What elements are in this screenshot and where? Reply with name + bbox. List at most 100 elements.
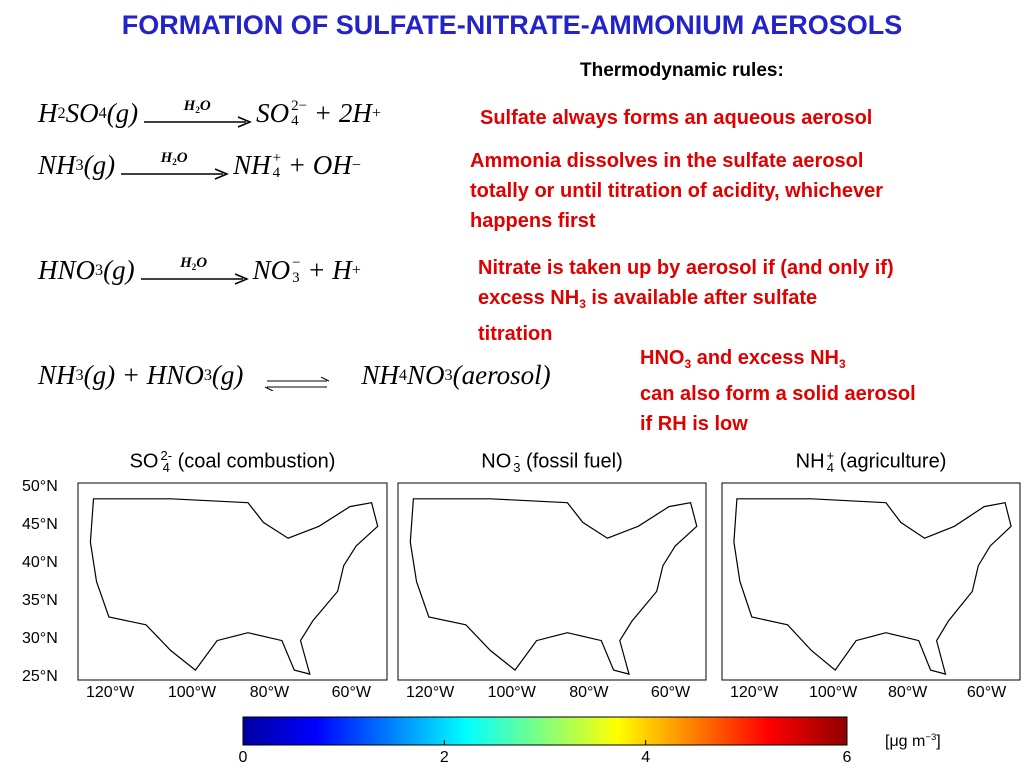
lon-label: 100°W bbox=[487, 684, 536, 701]
text: ] bbox=[936, 732, 941, 750]
text: and excess NH bbox=[691, 347, 839, 369]
superscript: + bbox=[826, 448, 835, 463]
colorbar-tick-label: 2 bbox=[439, 749, 449, 766]
text: + OH bbox=[281, 150, 352, 181]
colorbar-tick-label: 4 bbox=[641, 749, 651, 766]
note-line: HNO3 and excess NH3 bbox=[640, 343, 916, 379]
arrow-icon bbox=[265, 376, 330, 391]
panel-title: NH +4 (agriculture) bbox=[796, 448, 947, 475]
superscript: + bbox=[272, 149, 282, 166]
text: excess NH bbox=[478, 287, 580, 309]
slide-title: FORMATION OF SULFATE-NITRATE-AMMONIUM AE… bbox=[121, 10, 903, 40]
note-line: excess NH3 is available after sulfate bbox=[478, 283, 894, 319]
panel-title: NO -3 (fossil fuel) bbox=[481, 448, 623, 475]
text: Sulfate always forms an aqueous aerosol bbox=[480, 107, 873, 129]
index-stack: 2- 4 bbox=[160, 448, 173, 475]
lat-label: 40°N bbox=[22, 554, 58, 571]
colorbar-tick-label: 6 bbox=[842, 749, 852, 766]
lon-label: 80°W bbox=[887, 684, 928, 701]
note-line: Nitrate is taken up by aerosol if (and o… bbox=[478, 253, 894, 283]
colorbar-tick-label: 0 bbox=[238, 749, 248, 766]
note: Sulfate always forms an aqueous aerosol bbox=[480, 103, 872, 133]
note-line: if RH is low bbox=[640, 409, 916, 439]
text: SO bbox=[129, 450, 159, 473]
superscript: + bbox=[351, 261, 361, 280]
lat-label: 35°N bbox=[22, 592, 58, 609]
equation: NH 3 (g) + HNO 3 (g) NH 4 NO 3 (aerosol) bbox=[38, 360, 551, 391]
text: SO bbox=[256, 98, 290, 129]
reaction-arrow: H2O bbox=[142, 98, 253, 129]
subscript: 4 bbox=[162, 460, 170, 475]
lat-label: 30°N bbox=[22, 630, 58, 647]
note: HNO3 and excess NH3 can also form a solid… bbox=[640, 343, 916, 439]
text: NH bbox=[38, 360, 76, 390]
text: (fossil fuel) bbox=[520, 450, 623, 473]
colorbar-unit: [μg m−3] bbox=[885, 732, 941, 751]
subscript: 4 bbox=[272, 164, 281, 181]
subscript: 3 bbox=[513, 460, 521, 475]
subscript: 3 bbox=[75, 366, 84, 384]
text: Nitrate is taken up by aerosol if (and o… bbox=[478, 257, 894, 279]
text: totally or until titration of acidity, w… bbox=[470, 180, 884, 202]
equation: NH 3 (g) H2O NH +4 + OH − bbox=[38, 150, 361, 181]
text: O bbox=[176, 150, 188, 166]
superscript: − bbox=[351, 156, 361, 175]
note-line: Sulfate always forms an aqueous aerosol bbox=[480, 103, 872, 133]
text: O bbox=[199, 98, 211, 114]
index-stack: +4 bbox=[272, 149, 282, 181]
text: (g) bbox=[211, 360, 244, 390]
index-stack: -3 bbox=[513, 448, 521, 475]
superscript: - bbox=[514, 448, 520, 463]
index-stack: +4 bbox=[826, 448, 835, 475]
note-line: Ammonia dissolves in the sulfate aerosol bbox=[470, 146, 883, 176]
arrow-label: H2O bbox=[184, 98, 211, 115]
text: (g) bbox=[103, 255, 135, 286]
lon-label: 80°W bbox=[249, 684, 290, 701]
subscript: 3 bbox=[839, 357, 846, 372]
arrow-icon bbox=[121, 168, 230, 180]
lon-label: 60°W bbox=[650, 684, 691, 701]
text: (coal combustion) bbox=[172, 450, 336, 473]
subscript: 2 bbox=[191, 262, 197, 273]
text: NH bbox=[361, 360, 399, 390]
lon-label: 120°W bbox=[86, 684, 135, 701]
text: happens first bbox=[470, 210, 596, 232]
arrow-label: H2O bbox=[180, 255, 207, 272]
subscript: 4 bbox=[398, 366, 408, 384]
text: H bbox=[183, 98, 196, 114]
note-line: titration bbox=[478, 319, 894, 349]
text: NO bbox=[407, 360, 445, 390]
text: H bbox=[160, 150, 173, 166]
text: O bbox=[196, 255, 208, 271]
superscript: 2- bbox=[160, 448, 173, 463]
text: if RH is low bbox=[640, 413, 748, 436]
text: HNO bbox=[38, 255, 96, 286]
index-stack: 2− 4 bbox=[291, 98, 307, 129]
arrow-icon bbox=[140, 273, 249, 285]
text: NH bbox=[38, 150, 76, 181]
text: HNO bbox=[640, 347, 685, 369]
reaction-arrow: H2O bbox=[139, 255, 249, 286]
text: H bbox=[180, 255, 192, 271]
equation: H 2 SO 4 (g) H2O SO 2− 4 + 2H + bbox=[38, 98, 381, 129]
subscript: 4 bbox=[826, 460, 834, 475]
subscript: 4 bbox=[291, 112, 299, 129]
lon-label: 120°W bbox=[730, 684, 779, 701]
text: + H bbox=[300, 255, 352, 286]
note: Ammonia dissolves in the sulfate aerosol… bbox=[470, 146, 883, 236]
text: + 2H bbox=[307, 98, 372, 129]
reaction-arrow: H2O bbox=[119, 150, 230, 181]
map-outline bbox=[733, 498, 1012, 675]
lon-label: 100°W bbox=[808, 684, 858, 701]
text: NO bbox=[481, 450, 512, 473]
arrow-label: H2O bbox=[161, 150, 188, 167]
lon-label: 100°W bbox=[167, 684, 217, 701]
subscript: 3 bbox=[579, 297, 586, 312]
map-outline bbox=[89, 498, 379, 675]
subscript: 3 bbox=[444, 366, 453, 384]
subscript: 3 bbox=[75, 156, 84, 175]
text: (aerosol) bbox=[452, 360, 551, 390]
equation: HNO 3 (g) H2O NO −3 + H + bbox=[38, 255, 361, 286]
subscript: 4 bbox=[98, 104, 107, 123]
